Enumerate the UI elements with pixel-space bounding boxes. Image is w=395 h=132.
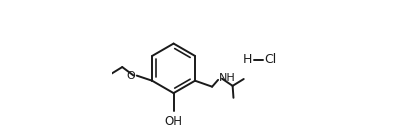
Text: O: O [126, 71, 135, 81]
Text: H: H [243, 53, 252, 66]
Text: NH: NH [219, 73, 236, 83]
Text: Cl: Cl [264, 53, 276, 66]
Text: OH: OH [165, 115, 182, 128]
